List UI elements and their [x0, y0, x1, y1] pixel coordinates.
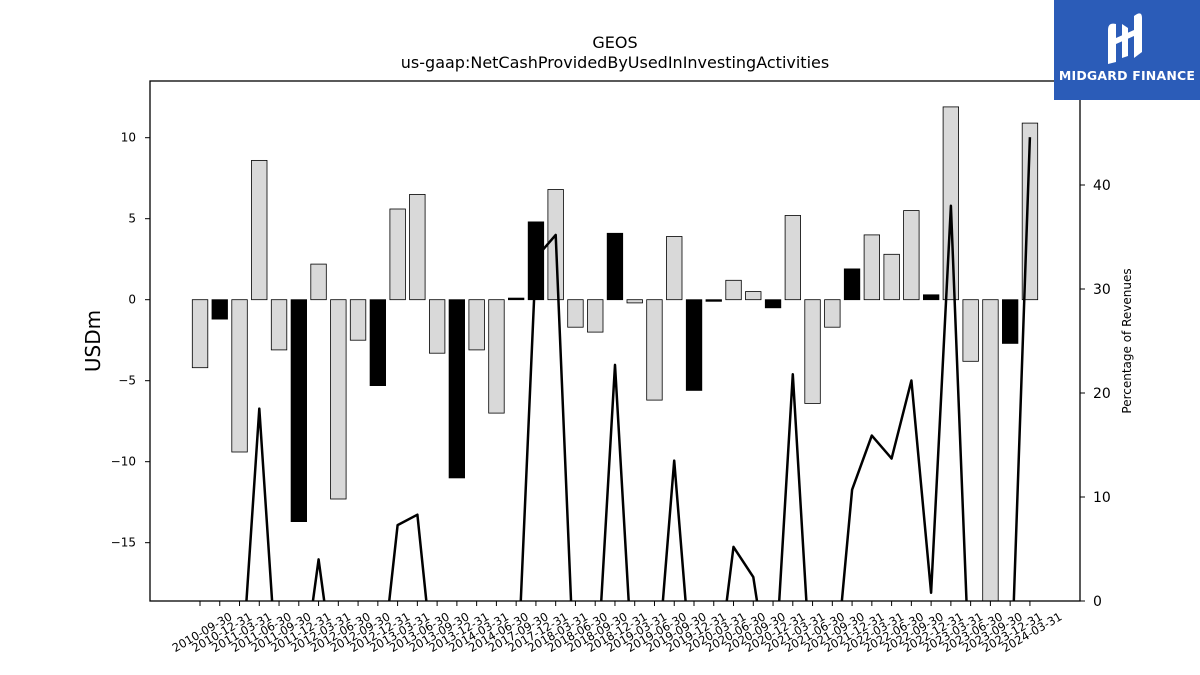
y-tick-label: −15: [111, 536, 136, 550]
bar: [409, 193, 426, 301]
series-line: [245, 137, 1032, 601]
chart-subtitle: us-gaap:NetCashProvidedByUsedInInvesting…: [401, 53, 829, 72]
y2-tick-label: 30: [1093, 282, 1111, 298]
bar: [567, 299, 584, 328]
bar: [211, 299, 228, 320]
y-tick-label: 10: [121, 131, 136, 145]
y2-tick-label: 40: [1093, 178, 1111, 194]
y-axis-label: USDm: [81, 310, 105, 372]
bar: [745, 291, 762, 301]
y2-tick-label: 20: [1093, 386, 1111, 402]
bar: [606, 232, 624, 301]
bar: [942, 106, 959, 301]
y2-tick-label: 10: [1093, 490, 1111, 506]
bar: [448, 299, 466, 479]
bar: [389, 208, 406, 301]
y-tick-label: 5: [128, 212, 136, 226]
bar: [646, 299, 663, 401]
bar: [982, 299, 999, 601]
bar: [191, 299, 209, 369]
bar: [764, 299, 782, 309]
bar: [804, 299, 821, 404]
bar: [468, 299, 485, 351]
bar: [705, 299, 722, 302]
bar: [507, 297, 525, 301]
brand-logo: MIDGARD FINANCE: [1054, 0, 1200, 100]
chart-title: GEOS: [592, 33, 637, 52]
bar: [863, 234, 880, 301]
bar: [310, 263, 327, 301]
bar: [488, 299, 505, 414]
bar: [349, 299, 367, 341]
midgard-logo-icon: [1108, 13, 1142, 65]
bar: [685, 299, 703, 391]
bar: [1002, 299, 1019, 344]
plot-area: 1050−5−10−150102030402010-09-302010-12-3…: [111, 80, 1111, 655]
bar: [903, 210, 920, 301]
bar: [962, 299, 979, 362]
bar: [784, 215, 801, 301]
y-tick-label: −5: [118, 374, 136, 388]
bar: [883, 253, 900, 301]
bar: [290, 299, 308, 523]
plot-frame: [149, 80, 1081, 602]
bar: [251, 159, 268, 301]
bar: [587, 299, 604, 333]
bar: [270, 299, 288, 351]
brand-name: MIDGARD FINANCE: [1058, 68, 1196, 83]
y2-axis-label: Percentage of Revenues: [1120, 268, 1134, 413]
bar: [330, 299, 347, 500]
y-tick-label: 0: [128, 293, 136, 307]
y-tick-label: −10: [111, 455, 136, 469]
bar: [725, 279, 742, 301]
bar: [824, 299, 841, 328]
bar: [923, 294, 940, 301]
bar: [843, 268, 861, 301]
bar: [428, 299, 446, 354]
bar: [666, 236, 683, 301]
bar: [626, 299, 643, 304]
bar: [231, 299, 248, 453]
y2-tick-label: 0: [1093, 594, 1102, 610]
bar: [369, 299, 387, 387]
